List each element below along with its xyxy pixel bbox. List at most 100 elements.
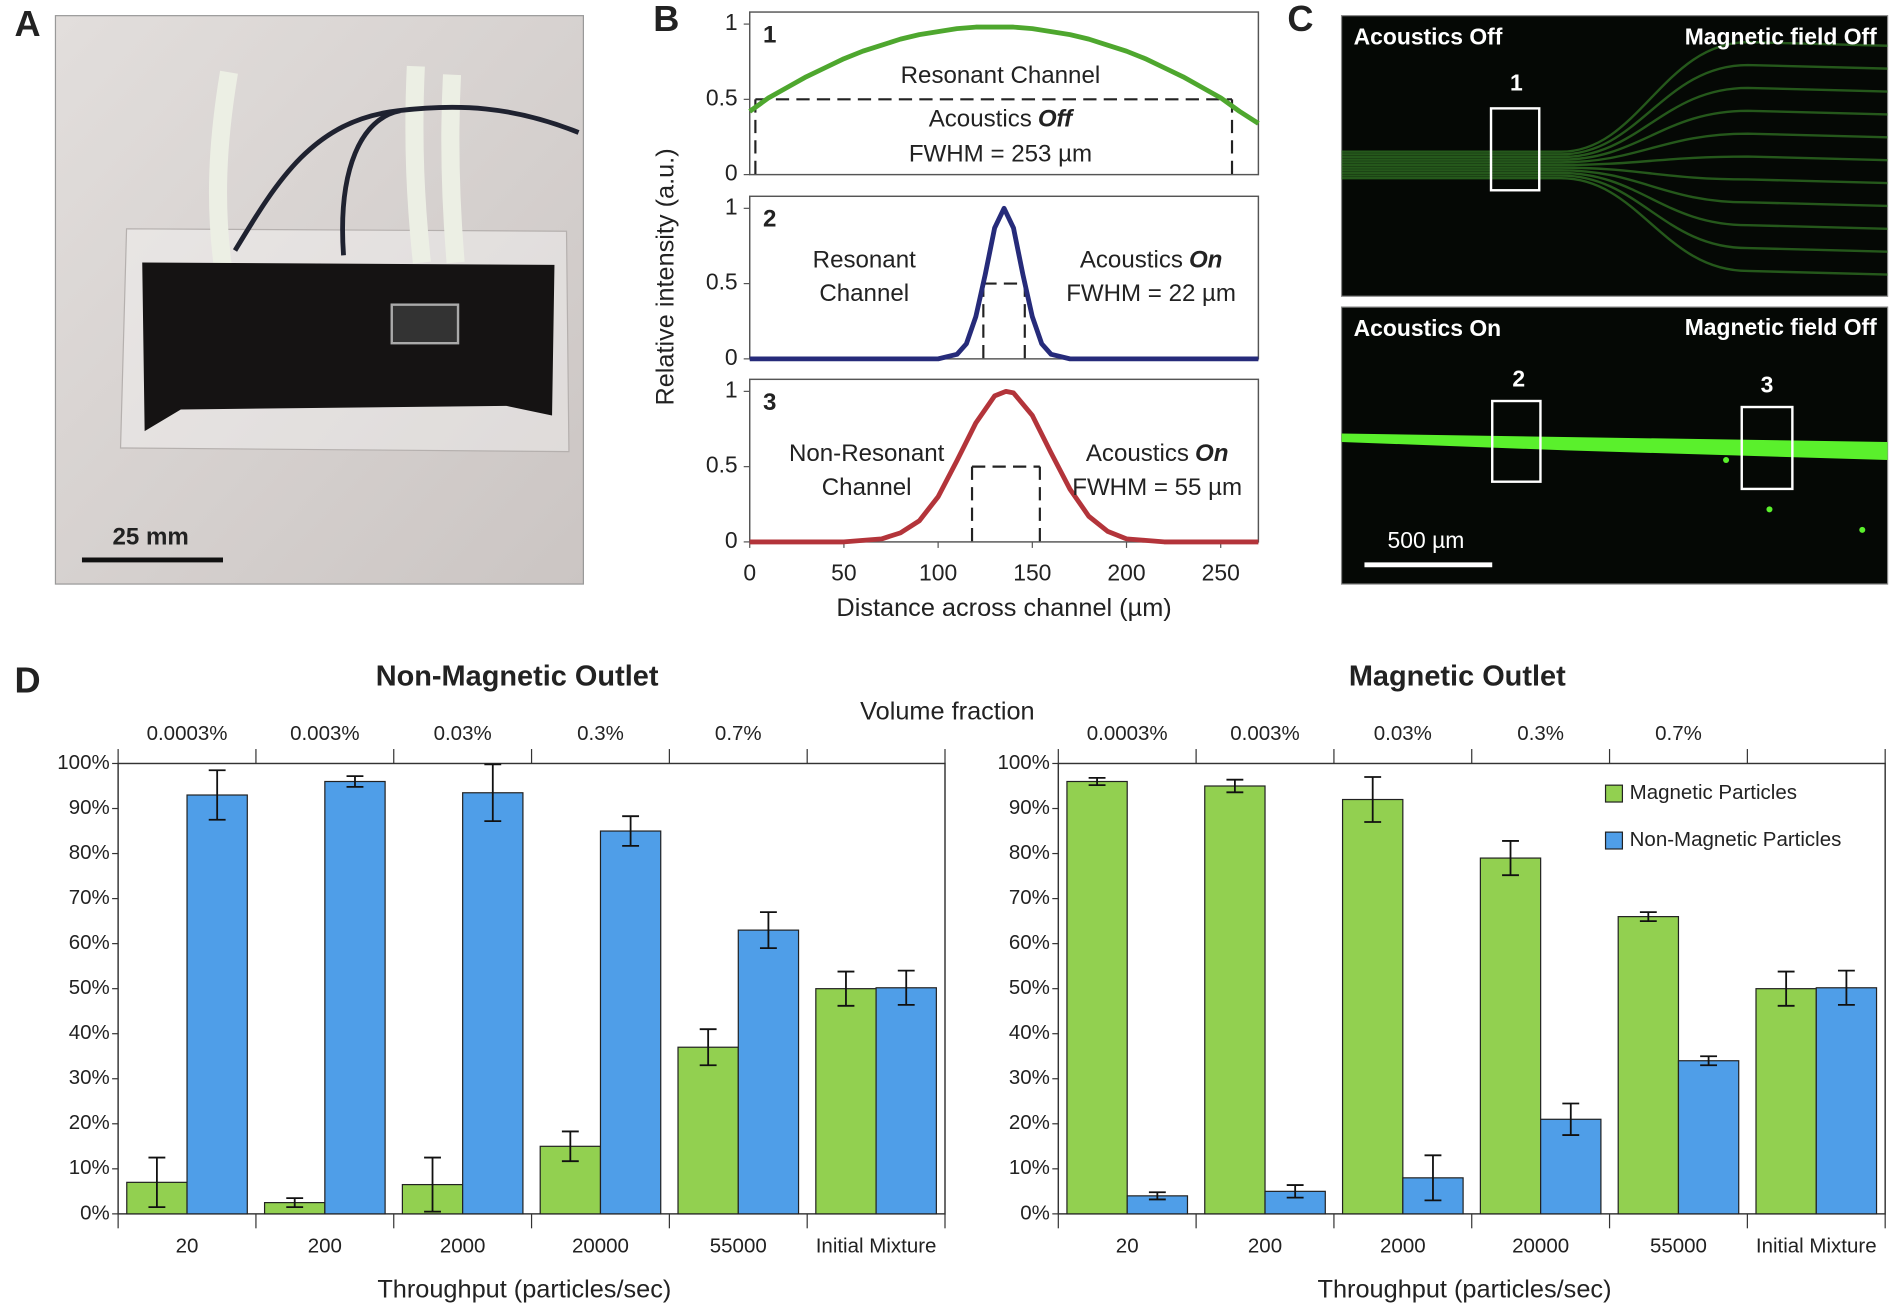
panel-label: C — [1287, 0, 1313, 39]
x-tick-label-box: Initial Mixture — [1755, 1234, 1877, 1258]
x-tick-label: 200 — [307, 1234, 342, 1258]
x-axis-title: Distance across channel (µm) — [836, 594, 1171, 622]
legend-label: Non-Magnetic Particles — [1630, 828, 1842, 851]
streak — [1341, 171, 1888, 231]
annotation-text: Acoustics — [929, 106, 1032, 133]
annotation: Resonant — [813, 247, 916, 274]
x-tick-label-box: 2000 — [439, 1234, 486, 1258]
y-axis-title: Relative intensity (a.u.) — [651, 148, 679, 405]
y-tick-label: 0 — [725, 527, 738, 553]
tube — [405, 65, 431, 264]
profile-line — [748, 24, 1260, 126]
annotation-emphasis: On — [1195, 441, 1228, 468]
photo: 25 mm — [54, 15, 584, 585]
plot-frame — [749, 195, 1260, 360]
top-tick-label: 0.003% — [290, 722, 359, 745]
bar — [737, 929, 800, 1215]
streak — [1341, 174, 1888, 253]
legend-label: Magnetic Particles — [1630, 781, 1797, 804]
region-label: 3 — [1761, 372, 1774, 398]
wire — [340, 108, 401, 256]
y-tick-label: 0% — [80, 1201, 110, 1224]
y-tick-label: 30% — [1009, 1066, 1050, 1089]
x-tick-label: 20000 — [1512, 1234, 1570, 1258]
annotation: FWHM = 22 µm — [1066, 280, 1236, 307]
panel-label: B — [653, 0, 679, 39]
region-box — [1489, 107, 1541, 192]
top-tick-label: 0.03% — [434, 722, 492, 745]
y-tick-label: 1 — [725, 193, 738, 219]
annotation-text: FWHM = 22 µm — [1066, 280, 1236, 307]
tube — [208, 70, 238, 269]
device-window — [390, 303, 460, 345]
scale-bar-label: 500 µm — [1388, 527, 1465, 553]
x-tick-label: 2000 — [439, 1234, 486, 1258]
x-tick-label: Initial Mixture — [1755, 1234, 1877, 1258]
panel-label: D — [14, 659, 40, 700]
bar — [1066, 780, 1128, 1215]
chart-title: Magnetic Outlet — [1349, 661, 1566, 693]
annotation: Channel — [819, 280, 909, 307]
top-tick-label: 0.3% — [1517, 722, 1564, 745]
x-tick-label: 50 — [831, 559, 856, 585]
streak — [1341, 166, 1888, 185]
annotation: Acoustics Off — [929, 106, 1075, 133]
streak — [1341, 132, 1888, 164]
plot-number: 3 — [763, 389, 776, 416]
legend-swatch — [1604, 831, 1624, 850]
top-axis-title: Volume fraction — [860, 698, 1034, 726]
annotation: Non-Resonant — [789, 441, 945, 468]
x-tick-label-box: 20 — [176, 1234, 199, 1257]
x-axis-title: Throughput (particles/sec) — [1318, 1276, 1612, 1304]
bar — [599, 830, 662, 1215]
scale-bar-label: 25 mm — [113, 524, 189, 551]
y-tick-label: 80% — [69, 841, 110, 864]
bar — [1677, 1060, 1740, 1215]
bar — [1479, 857, 1542, 1215]
annotation: FWHM = 55 µm — [1072, 474, 1242, 501]
y-tick-label: 30% — [69, 1066, 110, 1089]
bar — [324, 780, 386, 1215]
top-tick-label: 0.0003% — [1087, 722, 1168, 745]
annotation: Acoustics On — [1080, 247, 1223, 274]
y-tick-label: 10% — [1009, 1156, 1050, 1179]
annotation-text: Non-Resonant — [789, 441, 945, 468]
plot-number: 1 — [763, 21, 776, 48]
y-tick-label: 50% — [69, 976, 110, 999]
x-tick-label: 150 — [1013, 559, 1051, 585]
x-tick-label: 20 — [1115, 1234, 1139, 1258]
streak — [1341, 177, 1888, 276]
y-tick-label: 0.5 — [706, 452, 738, 478]
y-tick-label: 1 — [725, 9, 738, 35]
y-tick-label: 40% — [1009, 1021, 1050, 1044]
bar — [1617, 916, 1680, 1215]
region-box — [1740, 405, 1794, 491]
top-tick-label: 0.3% — [577, 722, 624, 745]
annotation-text: FWHM = 253 µm — [909, 141, 1092, 168]
plot-number: 2 — [763, 206, 776, 233]
streak — [1341, 40, 1888, 153]
micrograph — [1340, 15, 1889, 297]
x-tick-label-box: 2000 — [1380, 1234, 1426, 1257]
bar — [1815, 987, 1878, 1215]
y-tick-label: 80% — [1009, 841, 1050, 864]
micrograph-label: Acoustics Off — [1354, 24, 1503, 50]
streak — [1341, 63, 1888, 156]
bar — [186, 794, 248, 1215]
streaks — [1341, 40, 1888, 276]
top-tick-label: 0.003% — [1230, 722, 1299, 745]
bar — [462, 792, 524, 1215]
plot-frame — [749, 11, 1260, 176]
annotation: FWHM = 253 µm — [909, 141, 1092, 168]
x-tick-label-box: 20000 — [1512, 1234, 1570, 1258]
y-tick-label: 100% — [997, 751, 1049, 774]
y-tick-label: 60% — [69, 931, 110, 954]
bar — [875, 987, 937, 1215]
y-tick-label: 90% — [1009, 796, 1050, 819]
annotation-text: Resonant Channel — [901, 62, 1101, 89]
top-tick-label: 0.7% — [715, 722, 762, 745]
bar — [1204, 785, 1266, 1215]
particle — [1723, 457, 1730, 464]
annotation-text: Channel — [819, 280, 909, 307]
micrograph-label: Magnetic field Off — [1685, 314, 1877, 340]
